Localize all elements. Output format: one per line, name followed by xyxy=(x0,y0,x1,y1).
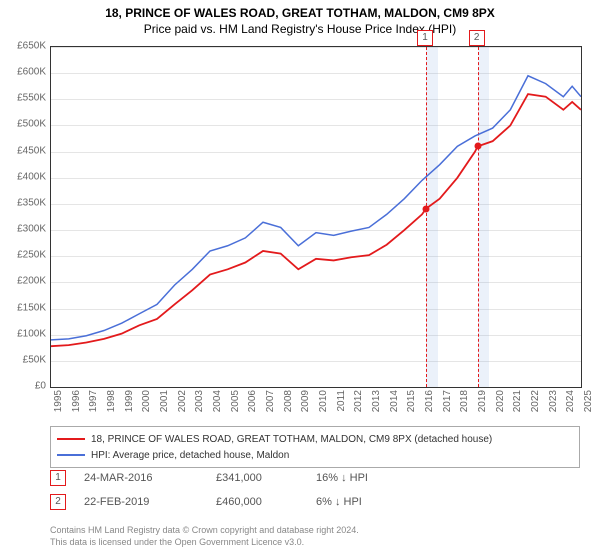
x-tick-label: 2014 xyxy=(389,390,400,412)
x-tick-label: 1996 xyxy=(71,390,82,412)
x-tick-label: 2001 xyxy=(159,390,170,412)
chart-title: 18, PRINCE OF WALES ROAD, GREAT TOTHAM, … xyxy=(0,6,600,20)
x-tick-label: 2015 xyxy=(406,390,417,412)
x-tick-label: 2019 xyxy=(477,390,488,412)
x-tick-label: 2009 xyxy=(300,390,311,412)
x-tick-label: 2017 xyxy=(442,390,453,412)
sale-pct-2: 6% ↓ HPI xyxy=(316,496,398,508)
x-tick-label: 2021 xyxy=(512,390,523,412)
sale-row-2: 2 22-FEB-2019 £460,000 6% ↓ HPI xyxy=(50,494,398,510)
y-tick-label: £350K xyxy=(0,197,46,208)
plot-area xyxy=(50,46,582,388)
footer-line-2: This data is licensed under the Open Gov… xyxy=(50,536,359,548)
sale-dot-2 xyxy=(474,143,481,150)
y-tick-label: £200K xyxy=(0,276,46,287)
chart-container: 18, PRINCE OF WALES ROAD, GREAT TOTHAM, … xyxy=(0,0,600,560)
y-tick-label: £300K xyxy=(0,224,46,235)
y-tick-label: £600K xyxy=(0,67,46,78)
sale-pct-1: 16% ↓ HPI xyxy=(316,472,398,484)
x-tick-label: 1999 xyxy=(124,390,135,412)
x-tick-label: 2022 xyxy=(530,390,541,412)
y-tick-label: £100K xyxy=(0,328,46,339)
y-tick-label: £150K xyxy=(0,302,46,313)
x-tick-label: 2016 xyxy=(424,390,435,412)
series-line-blue xyxy=(51,76,581,340)
legend-swatch-2 xyxy=(57,454,85,456)
y-tick-label: £0 xyxy=(0,381,46,392)
y-tick-label: £500K xyxy=(0,119,46,130)
series-svg xyxy=(51,47,581,387)
legend-item-2: HPI: Average price, detached house, Mald… xyxy=(57,447,573,463)
legend-label-1: 18, PRINCE OF WALES ROAD, GREAT TOTHAM, … xyxy=(91,434,492,445)
footer: Contains HM Land Registry data © Crown c… xyxy=(50,524,359,548)
x-tick-label: 2007 xyxy=(265,390,276,412)
x-tick-label: 2010 xyxy=(318,390,329,412)
sale-row-1: 1 24-MAR-2016 £341,000 16% ↓ HPI xyxy=(50,470,398,486)
y-tick-label: £250K xyxy=(0,250,46,261)
y-tick-label: £650K xyxy=(0,41,46,52)
x-tick-label: 2018 xyxy=(459,390,470,412)
chart-subtitle: Price paid vs. HM Land Registry's House … xyxy=(0,22,600,36)
x-tick-label: 2008 xyxy=(283,390,294,412)
sale-dot-1 xyxy=(423,205,430,212)
x-tick-label: 2013 xyxy=(371,390,382,412)
y-tick-label: £550K xyxy=(0,93,46,104)
sale-price-2: £460,000 xyxy=(216,496,316,508)
x-tick-label: 2005 xyxy=(230,390,241,412)
y-tick-label: £450K xyxy=(0,145,46,156)
x-tick-label: 2025 xyxy=(583,390,594,412)
x-tick-label: 2003 xyxy=(194,390,205,412)
x-tick-label: 2002 xyxy=(177,390,188,412)
x-tick-label: 2006 xyxy=(247,390,258,412)
x-tick-label: 2012 xyxy=(353,390,364,412)
legend-swatch-1 xyxy=(57,438,85,440)
footer-line-1: Contains HM Land Registry data © Crown c… xyxy=(50,524,359,536)
sale-marker-box-2: 2 xyxy=(469,30,485,46)
x-tick-label: 2011 xyxy=(336,390,347,412)
x-tick-label: 2000 xyxy=(141,390,152,412)
sale-date-2: 22-FEB-2019 xyxy=(84,496,216,508)
legend-label-2: HPI: Average price, detached house, Mald… xyxy=(91,450,289,461)
y-tick-label: £400K xyxy=(0,171,46,182)
x-tick-label: 2023 xyxy=(548,390,559,412)
x-tick-label: 2004 xyxy=(212,390,223,412)
x-tick-label: 2020 xyxy=(495,390,506,412)
sale-price-1: £341,000 xyxy=(216,472,316,484)
sale-marker-1: 1 xyxy=(50,470,66,486)
sale-date-1: 24-MAR-2016 xyxy=(84,472,216,484)
title-block: 18, PRINCE OF WALES ROAD, GREAT TOTHAM, … xyxy=(0,0,600,36)
sale-marker-box-1: 1 xyxy=(417,30,433,46)
x-tick-label: 1995 xyxy=(53,390,64,412)
legend-item-1: 18, PRINCE OF WALES ROAD, GREAT TOTHAM, … xyxy=(57,431,573,447)
sale-marker-2: 2 xyxy=(50,494,66,510)
x-tick-label: 1998 xyxy=(106,390,117,412)
x-tick-label: 1997 xyxy=(88,390,99,412)
legend: 18, PRINCE OF WALES ROAD, GREAT TOTHAM, … xyxy=(50,426,580,468)
x-tick-label: 2024 xyxy=(565,390,576,412)
series-line-red xyxy=(51,94,581,346)
y-tick-label: £50K xyxy=(0,354,46,365)
